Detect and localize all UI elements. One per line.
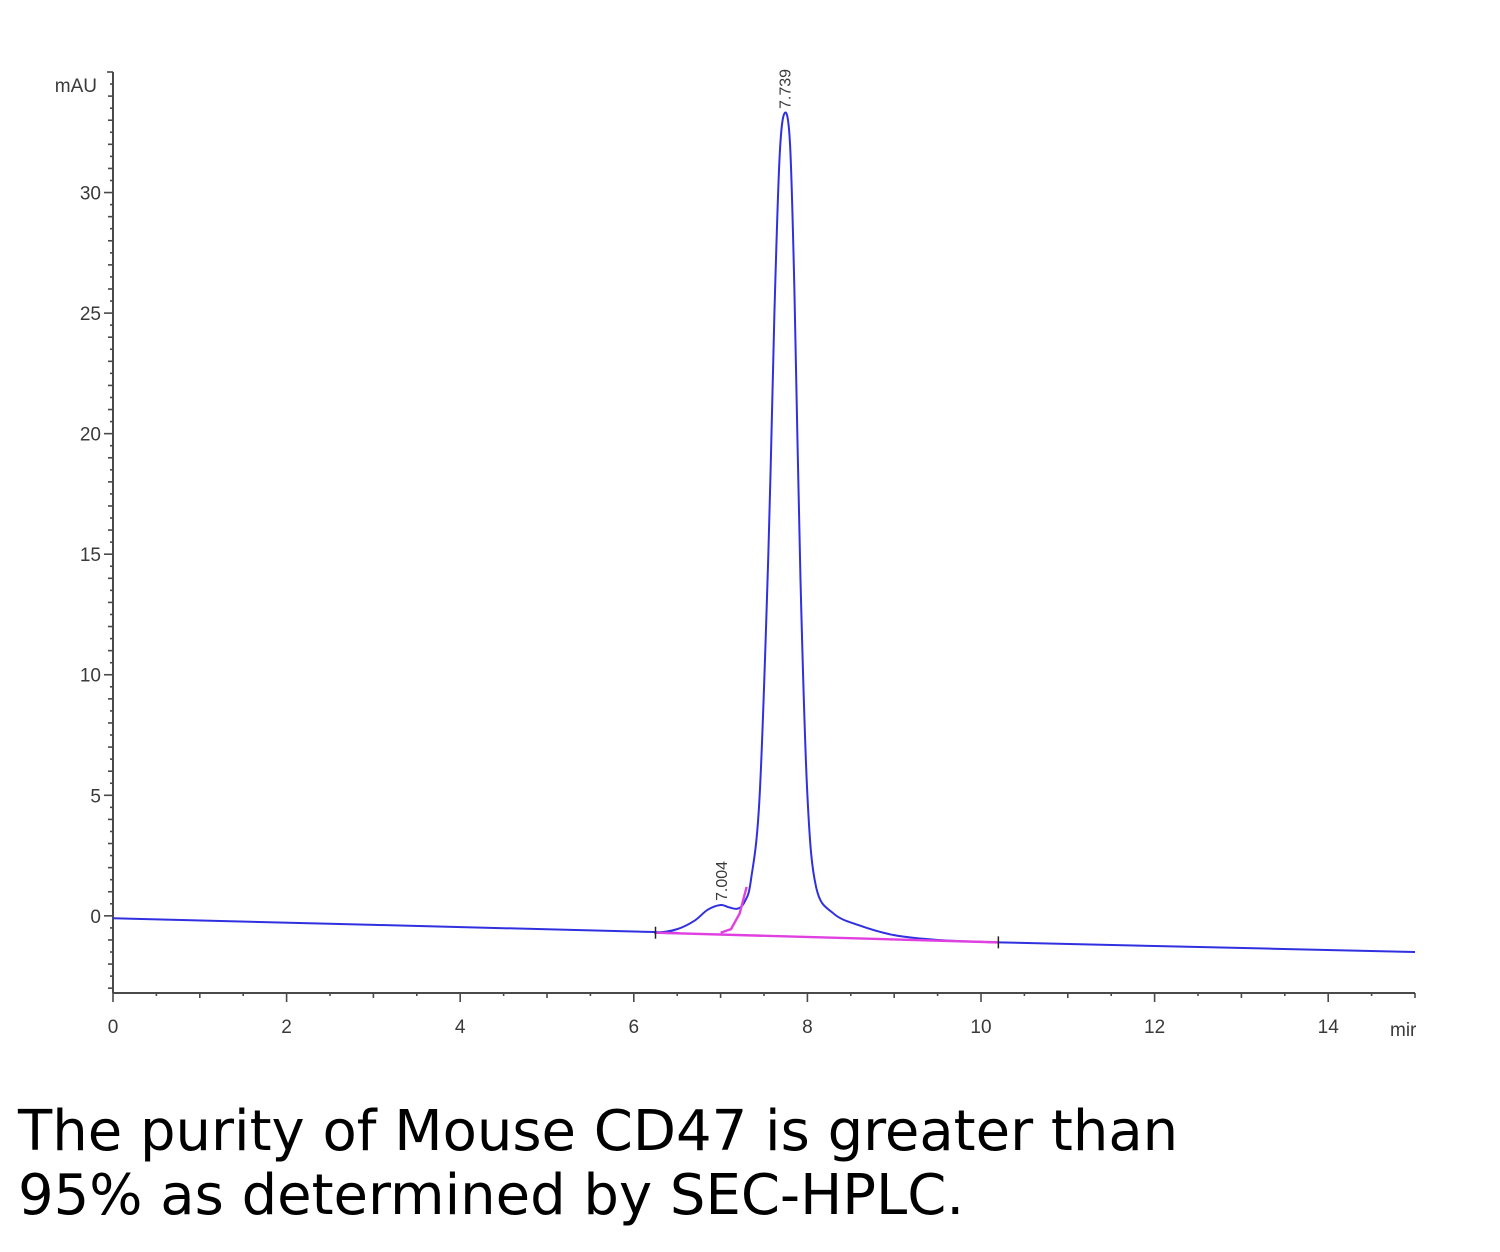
x-tick-label: 0 <box>108 1017 119 1038</box>
axes <box>107 71 1415 994</box>
y-tick-label: 15 <box>80 545 101 566</box>
peak-split-line <box>720 886 748 934</box>
x-tick-label: 8 <box>802 1017 813 1038</box>
integration-baseline-line <box>655 931 999 944</box>
y-tick-label: 20 <box>80 425 101 446</box>
x-tick-label: 12 <box>1144 1017 1165 1038</box>
x-tick-label: 14 <box>1318 1017 1340 1038</box>
peak-labels: 7.004 7.739 <box>714 69 795 901</box>
y-axis-unit: mAU <box>55 76 97 97</box>
x-tick-label: 2 <box>281 1017 292 1038</box>
x-axis-unit: mir <box>1390 1020 1417 1041</box>
tick-labels: 0 5 10 15 20 25 30 0 2 4 6 8 10 12 14 <box>80 184 1339 1038</box>
y-tick-label: 10 <box>80 666 101 687</box>
chromatogram-line <box>112 111 1416 954</box>
y-tick-label: 0 <box>90 907 101 928</box>
caption-line-1: The purity of Mouse CD47 is greater than <box>18 1099 1179 1164</box>
caption: The purity of Mouse CD47 is greater than… <box>18 1100 1478 1228</box>
x-tick-label: 4 <box>455 1017 466 1038</box>
y-tick-label: 25 <box>80 304 101 325</box>
tick-marks <box>104 83 1416 1002</box>
caption-line-2: 95% as determined by SEC-HPLC. <box>18 1163 965 1228</box>
series <box>112 111 1416 954</box>
y-tick-label: 30 <box>80 184 101 205</box>
x-tick-label: 6 <box>629 1017 640 1038</box>
y-tick-label: 5 <box>90 786 101 807</box>
peak-label: 7.739 <box>778 69 795 109</box>
x-tick-label: 10 <box>970 1017 991 1038</box>
peak-label: 7.004 <box>714 861 731 901</box>
chromatogram-chart: 0 5 10 15 20 25 30 0 2 4 6 8 10 12 14 7.004 7.739 mAU m… <box>55 69 1417 1041</box>
